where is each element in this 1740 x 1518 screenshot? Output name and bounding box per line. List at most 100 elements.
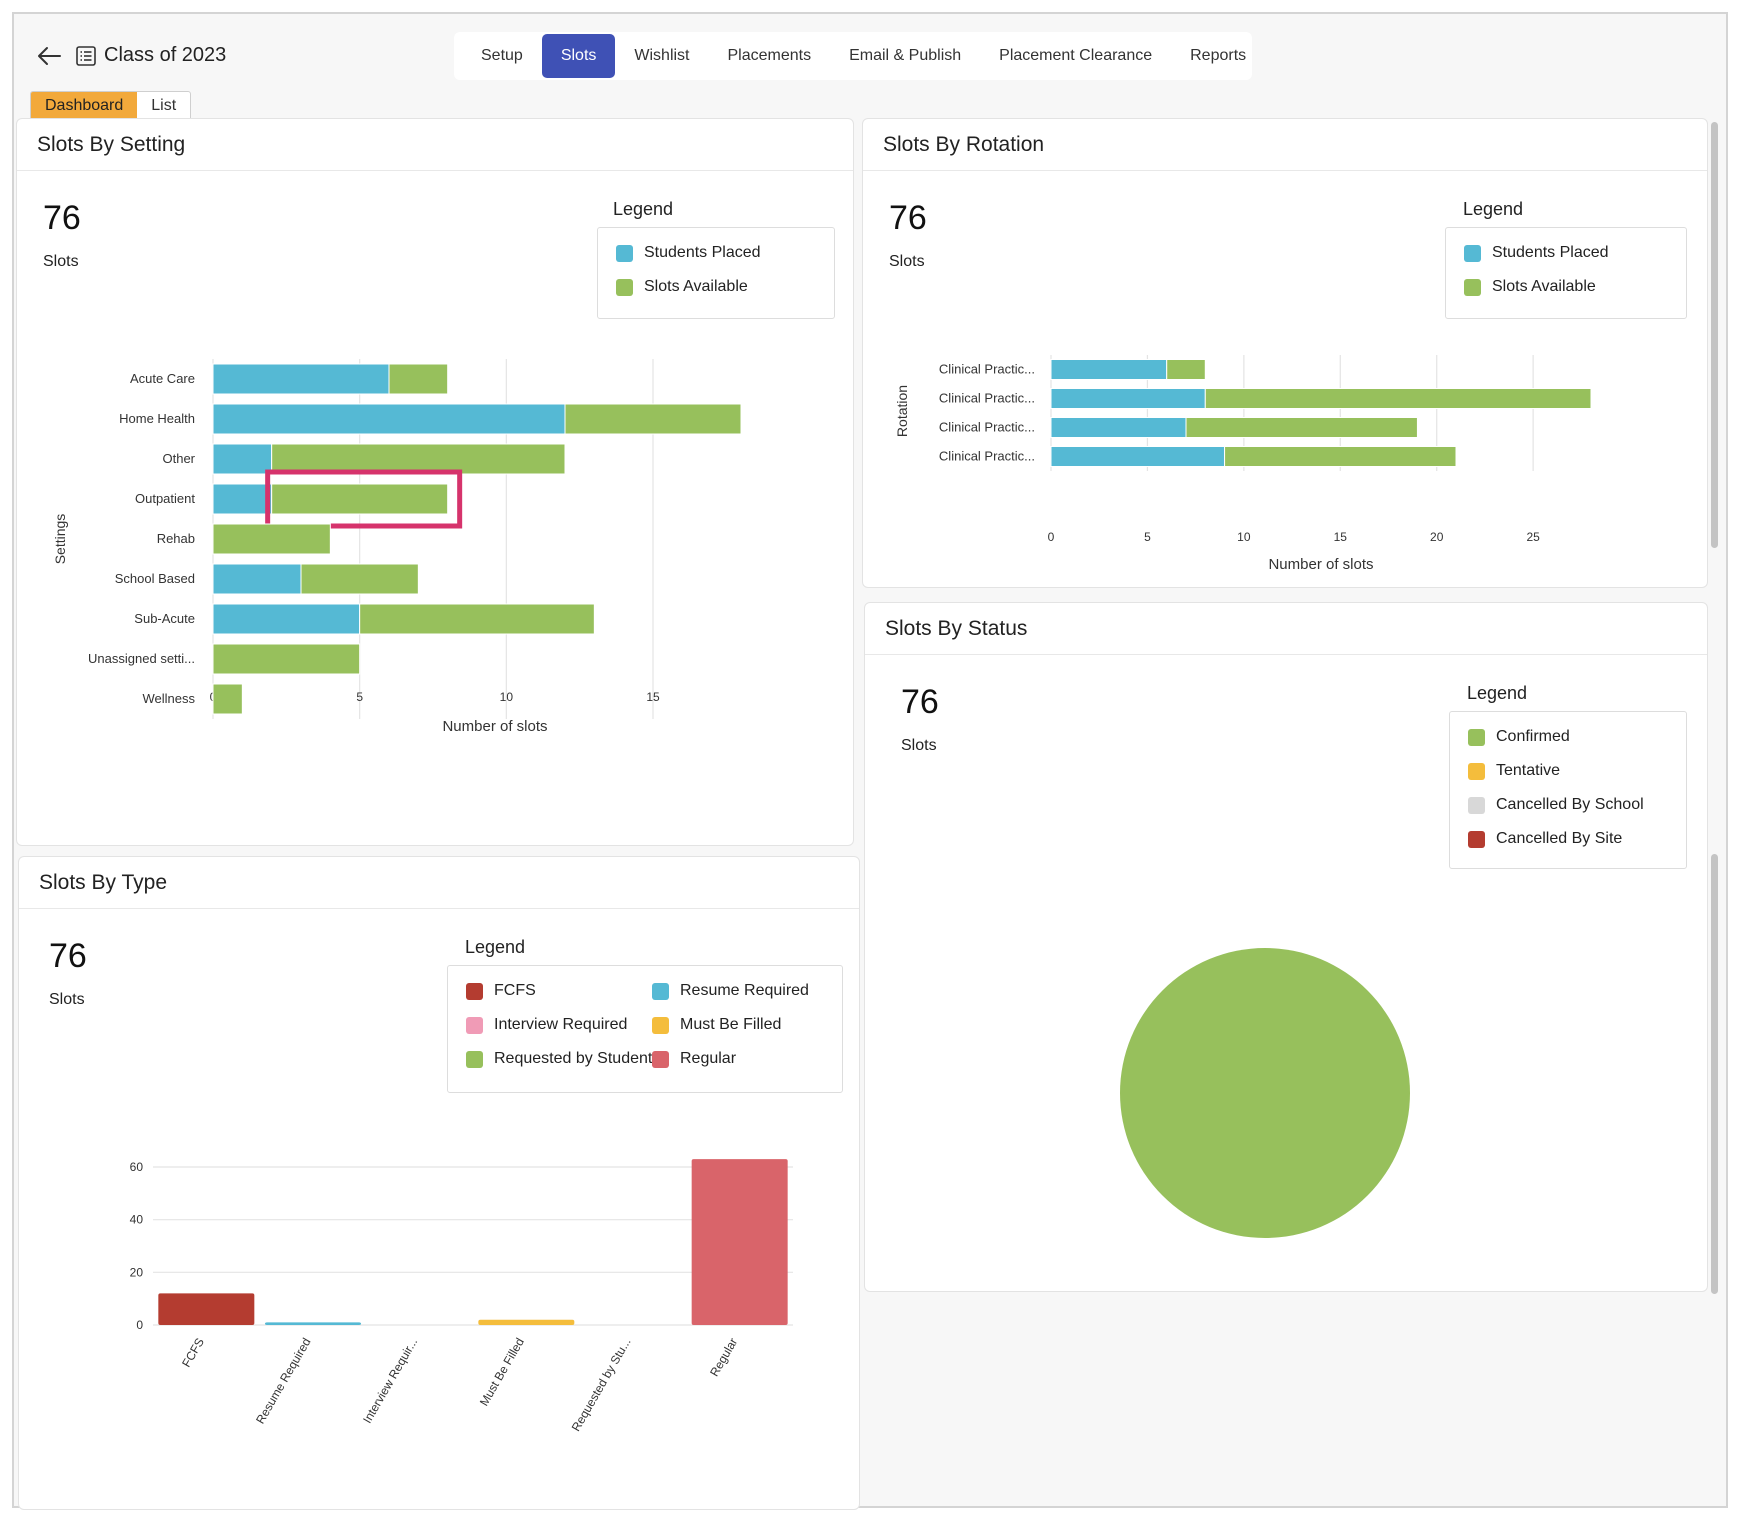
bar-slots-available: [359, 603, 595, 635]
status-total-slots: 76: [901, 683, 939, 721]
bar-slots-available: [1185, 417, 1418, 438]
bar-students-placed: [1050, 388, 1206, 409]
category-label: Clinical Practic...: [939, 449, 1035, 464]
category-label: Resume Required: [253, 1336, 313, 1427]
tab-wishlist[interactable]: Wishlist: [634, 47, 690, 64]
type-legend-label: Regular: [680, 1050, 737, 1067]
confirmed-swatch: [1468, 728, 1485, 746]
category-label: Clinical Practic...: [939, 391, 1035, 406]
bar-slots-available: [1204, 388, 1592, 409]
type-legend-title: Legend: [465, 937, 526, 957]
rotation-legend-title: Legend: [1463, 199, 1524, 219]
students-placed-swatch: [1464, 244, 1481, 262]
x-tick-label: 15: [1334, 530, 1348, 544]
bar-slots-available: [300, 563, 419, 595]
type-legend-label: Interview Required: [494, 1016, 628, 1033]
category-label: Regular: [707, 1336, 740, 1379]
cancelled-by-site-swatch: [1468, 830, 1485, 848]
slots-by-type-card: Slots By Type 76 Slots Legend FCFS Resum…: [18, 856, 860, 1510]
category-label: Must Be Filled: [477, 1336, 527, 1409]
category-label: School Based: [115, 571, 195, 586]
list-toggle-button[interactable]: List: [151, 97, 177, 114]
tab-slots[interactable]: Slots: [541, 34, 616, 78]
slots-by-rotation-chart: 0 5 10 15 20 25 Clinical Practic... Clinical Pr…: [894, 355, 1592, 573]
slots-by-status-chart: [1120, 948, 1410, 1238]
bar-students-placed: [212, 483, 273, 515]
status-legend-confirmed: Confirmed: [1468, 728, 1570, 746]
setting-legend-label: Slots Available: [644, 278, 748, 295]
bar-slots-available: [1224, 446, 1457, 467]
bar-slots-available: [271, 443, 566, 475]
setting-total-slots: 76: [43, 199, 81, 237]
category-label: Requested by Stu...: [569, 1336, 634, 1434]
bar-students-placed: [212, 563, 302, 595]
tab-placement-clearance[interactable]: Placement Clearance: [999, 47, 1153, 64]
bar-students-placed: [212, 603, 361, 635]
must-be-filled-swatch: [652, 1016, 669, 1034]
category-label: Outpatient: [135, 491, 195, 506]
category-label: Home Health: [119, 411, 195, 426]
y-tick-label: 60: [130, 1160, 144, 1174]
slots-by-type-chart: 0 20 40 60 FCFS Resume Required Interview Requ…: [130, 1159, 793, 1434]
rotation-legend-slots-available: Slots Available: [1464, 278, 1596, 296]
lower-scrollbar[interactable]: [1711, 854, 1718, 1294]
students-placed-swatch: [616, 244, 633, 262]
slots-by-type-title: Slots By Type: [19, 857, 859, 909]
bar-slots-available: [1166, 359, 1206, 380]
tab-placements[interactable]: Placements: [727, 47, 812, 64]
category-label: Interview Requir...: [360, 1336, 420, 1426]
rotation-legend: Students Placed Slots Available: [1445, 227, 1687, 319]
category-label: Rehab: [157, 531, 195, 546]
bar-must-be-filled: [478, 1319, 575, 1325]
type-legend-requested-by-student: Requested by Student: [466, 1050, 652, 1068]
interview-required-swatch: [466, 1016, 483, 1034]
category-label: Clinical Practic...: [939, 420, 1035, 435]
x-tick-label: 20: [1430, 530, 1444, 544]
x-tick-label: 25: [1526, 530, 1540, 544]
bar-students-placed: [1050, 446, 1226, 467]
status-legend-cancelled-by-site: Cancelled By Site: [1468, 830, 1622, 848]
requested-by-student-swatch: [466, 1050, 483, 1068]
bar-students-placed: [1050, 417, 1187, 438]
type-legend-label: Requested by Student: [494, 1050, 653, 1067]
tab-email-publish[interactable]: Email & Publish: [849, 47, 962, 64]
bar-fcfs: [158, 1293, 255, 1325]
app-frame: Class of 2023 Setup Slots Wishlist Place…: [12, 12, 1728, 1510]
bar-students-placed: [212, 363, 390, 395]
category-label: Unassigned setti...: [88, 651, 195, 666]
rotation-total-slots: 76: [889, 199, 927, 237]
x-axis-label: Number of slots: [442, 718, 547, 735]
bar-slots-available: [212, 523, 331, 555]
rotation-legend-label: Slots Available: [1492, 278, 1596, 295]
x-tick-label: 15: [646, 690, 660, 704]
y-axis-label: Rotation: [894, 385, 910, 437]
status-legend-label: Confirmed: [1496, 728, 1570, 745]
setting-legend-students-placed: Students Placed: [616, 244, 761, 262]
status-legend-tentative: Tentative: [1468, 762, 1560, 780]
slots-by-rotation-title: Slots By Rotation: [863, 119, 1707, 171]
type-total-slots: 76: [49, 937, 87, 975]
type-legend-must-be-filled: Must Be Filled: [652, 1016, 781, 1034]
bar-resume-required: [265, 1322, 361, 1325]
y-axis-label: Settings: [52, 514, 68, 565]
category-label: Wellness: [142, 691, 195, 706]
setting-total-label: Slots: [43, 253, 79, 270]
category-label: Sub-Acute: [134, 611, 195, 626]
setting-legend: Students Placed Slots Available: [597, 227, 835, 319]
x-tick-label: 5: [1144, 530, 1151, 544]
setting-legend-title: Legend: [613, 199, 674, 219]
upper-scrollbar[interactable]: [1711, 122, 1718, 548]
back-arrow-icon[interactable]: [36, 44, 62, 68]
setting-legend-slots-available: Slots Available: [616, 278, 748, 296]
bar-slots-available: [271, 483, 449, 515]
tab-reports[interactable]: Reports: [1190, 47, 1247, 64]
type-legend-label: Resume Required: [680, 982, 809, 999]
rotation-total-label: Slots: [889, 253, 925, 270]
status-legend-label: Cancelled By Site: [1496, 830, 1623, 847]
resume-required-swatch: [652, 982, 669, 1000]
dashboard-toggle-button[interactable]: Dashboard: [31, 92, 138, 120]
category-label: Other: [162, 451, 195, 466]
tab-setup[interactable]: Setup: [481, 47, 523, 64]
x-tick-label: 10: [500, 690, 514, 704]
